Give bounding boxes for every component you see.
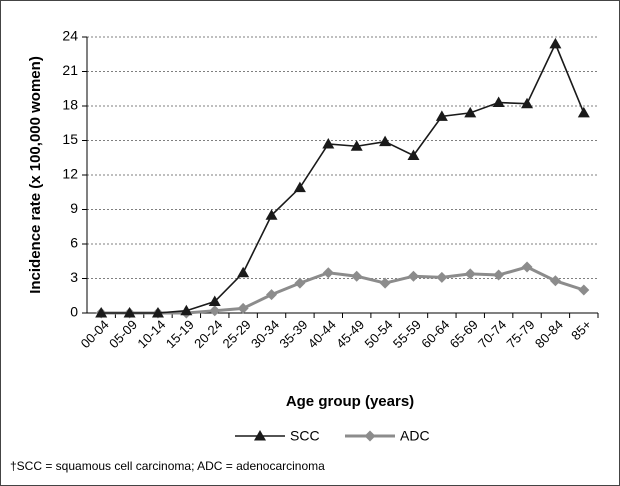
marker xyxy=(265,209,278,220)
marker xyxy=(266,289,278,301)
marker xyxy=(464,268,476,280)
marker xyxy=(379,277,391,289)
marker xyxy=(364,430,376,442)
marker xyxy=(464,106,477,118)
y-tick-label: 21 xyxy=(62,62,78,78)
marker xyxy=(351,270,363,282)
y-tick-label: 0 xyxy=(70,304,78,320)
marker xyxy=(209,305,221,317)
marker xyxy=(294,277,306,289)
y-tick-label: 18 xyxy=(62,97,78,113)
marker xyxy=(123,307,136,318)
y-tick-label: 9 xyxy=(70,200,78,216)
marker xyxy=(493,269,505,281)
marker xyxy=(549,275,561,287)
y-axis-label: Incidence rate (x 100,000 women) xyxy=(27,56,44,294)
legend-label: SCC xyxy=(290,428,320,444)
marker xyxy=(208,295,221,306)
marker xyxy=(237,266,250,278)
series-line xyxy=(101,41,585,314)
marker xyxy=(350,140,363,151)
footnote: †SCC = squamous cell carcinoma; ADC = ad… xyxy=(10,459,325,473)
y-tick-label: 6 xyxy=(70,235,78,251)
marker xyxy=(151,307,164,318)
y-tick-label: 15 xyxy=(62,131,78,147)
y-tick-label: 24 xyxy=(62,28,78,44)
marker xyxy=(578,284,590,296)
marker xyxy=(322,267,334,279)
marker xyxy=(549,37,562,49)
y-tick-label: 12 xyxy=(62,166,78,182)
marker xyxy=(254,430,266,441)
marker xyxy=(435,110,448,121)
marker xyxy=(521,97,534,109)
y-tick-label: 3 xyxy=(70,269,78,285)
marker xyxy=(492,96,505,108)
marker xyxy=(293,181,306,193)
marker xyxy=(577,106,590,118)
marker xyxy=(407,149,420,160)
legend-label: ADC xyxy=(400,428,430,444)
marker xyxy=(436,271,448,283)
marker xyxy=(322,137,335,149)
marker xyxy=(95,307,108,318)
marker xyxy=(521,261,533,273)
marker xyxy=(180,304,193,316)
x-axis-label: Age group (years) xyxy=(286,393,414,410)
marker xyxy=(237,302,249,314)
marker xyxy=(407,270,419,282)
marker xyxy=(379,135,392,147)
